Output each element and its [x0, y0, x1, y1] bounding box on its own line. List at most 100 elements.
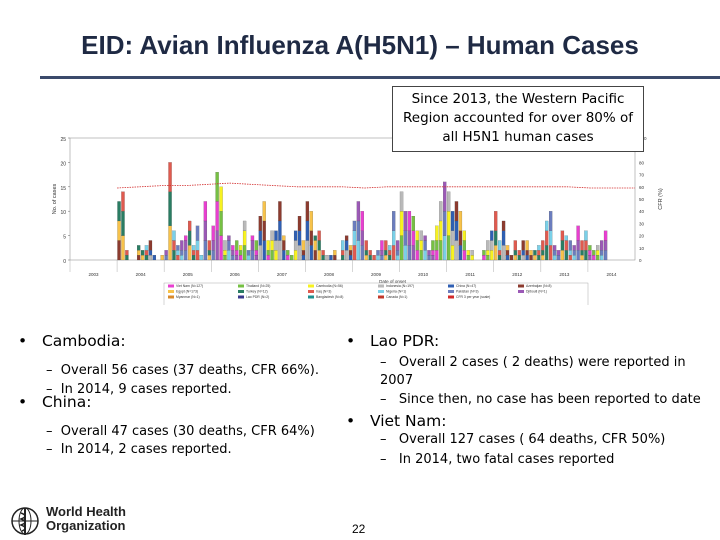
- y-tick-label: 0: [63, 259, 66, 265]
- bar-segment: [568, 255, 572, 261]
- legend-label: China (N=47): [456, 284, 476, 288]
- bar-segment: [364, 240, 368, 251]
- bar-segment: [556, 255, 561, 261]
- bar-segment: [470, 250, 474, 256]
- bar-segment: [552, 250, 557, 256]
- bar-segment: [505, 245, 510, 251]
- bullet-head-china: • China:: [18, 393, 92, 411]
- bar-segment: [215, 172, 219, 202]
- legend-label: Myanmar (N=1): [176, 295, 200, 299]
- bar-segment: [341, 240, 345, 251]
- bar-segment: [603, 230, 608, 241]
- bar-segment: [137, 250, 141, 256]
- bar-segment: [270, 240, 274, 251]
- bar-segment: [321, 250, 325, 256]
- bar-segment: [317, 250, 321, 261]
- bar-segment: [117, 220, 121, 241]
- bar-segment: [517, 250, 521, 256]
- bar-segment: [360, 211, 364, 231]
- who-logo-icon: [11, 507, 39, 535]
- bar-segment: [486, 250, 490, 256]
- bar-segment: [560, 240, 565, 251]
- bar-segment: [443, 211, 447, 236]
- bar-segment: [121, 211, 125, 236]
- bar-segment: [399, 211, 404, 236]
- bar-segment: [344, 235, 349, 241]
- bar-segment: [403, 245, 408, 261]
- bar-segment: [435, 250, 439, 261]
- bar-segment: [592, 250, 596, 256]
- sub-laos-2: – Since then, no case has been reported …: [380, 392, 701, 407]
- bar-segment: [293, 230, 298, 241]
- bar-segment: [188, 220, 192, 231]
- legend-box: [163, 282, 589, 305]
- bar-segment: [384, 240, 388, 251]
- bar-segment: [321, 255, 325, 261]
- bar-segment: [407, 211, 412, 231]
- year-label: 2007: [277, 272, 288, 277]
- bar-segment: [317, 240, 321, 251]
- bar-segment: [309, 211, 313, 231]
- bar-segment: [227, 250, 231, 261]
- bar-segment: [278, 220, 282, 241]
- bar-segment: [415, 230, 419, 241]
- y-tick-label: 15: [60, 186, 66, 192]
- bar-segment: [501, 230, 506, 246]
- bar-segment: [219, 186, 223, 212]
- bar-segment: [592, 255, 596, 261]
- y-tick-label: 5: [63, 235, 66, 241]
- bar-segment: [262, 201, 266, 222]
- bar-segment: [600, 250, 604, 256]
- bar-segment: [199, 255, 204, 261]
- bar-segment: [395, 255, 400, 261]
- bar-segment: [395, 240, 400, 251]
- bar-segment: [490, 250, 494, 261]
- year-label: 2014: [606, 272, 617, 277]
- bar-segment: [552, 245, 557, 251]
- bar-segment: [148, 255, 153, 261]
- bar-segment: [191, 250, 196, 256]
- bar-segment: [513, 255, 517, 261]
- bar-segment: [172, 230, 176, 241]
- bullet-vietnam: • Viet Nam:: [346, 412, 446, 430]
- bar-segment: [176, 255, 180, 261]
- bar-segment: [423, 240, 427, 251]
- bar-segment: [548, 211, 553, 231]
- bar-segment: [368, 250, 372, 256]
- bar-segment: [262, 220, 266, 241]
- legend-label: Canada (N=1): [386, 295, 407, 299]
- bar-segment: [533, 255, 537, 261]
- bar-segment: [443, 235, 447, 261]
- bar-segment: [415, 250, 419, 261]
- bar-segment: [392, 230, 396, 246]
- bar-segment: [525, 255, 529, 261]
- sub-cambodia-1: – Overall 56 cases (37 deaths, CFR 66%).: [46, 363, 319, 378]
- x-axis-label: Date of onset: [379, 279, 407, 284]
- bar-segment: [584, 230, 588, 241]
- bar-segment: [254, 240, 259, 251]
- bar-segment: [576, 225, 580, 241]
- cfr-line: [117, 182, 635, 189]
- bar-segment: [258, 230, 262, 246]
- legend-swatch: [308, 284, 314, 288]
- bar-segment: [580, 240, 584, 251]
- y2-tick-label: 80: [639, 160, 645, 165]
- bar-segment: [195, 240, 200, 251]
- bar-segment: [242, 230, 247, 246]
- bar-segment: [584, 240, 588, 251]
- bar-segment: [560, 230, 565, 241]
- legend-swatch: [378, 284, 384, 288]
- bar-segment: [293, 240, 298, 251]
- bar-segment: [231, 255, 235, 261]
- bar-segment: [333, 250, 337, 256]
- legend-label: Iraq (N=3): [316, 290, 331, 294]
- bar-segment: [482, 250, 486, 256]
- bar-segment: [407, 230, 412, 246]
- bar-segment: [203, 201, 208, 222]
- bar-segment: [148, 240, 153, 251]
- year-label: 2004: [136, 272, 147, 277]
- bar-segment: [356, 220, 361, 241]
- bar-segment: [239, 250, 243, 256]
- bar-segment: [215, 201, 219, 231]
- bar-segment: [344, 250, 349, 261]
